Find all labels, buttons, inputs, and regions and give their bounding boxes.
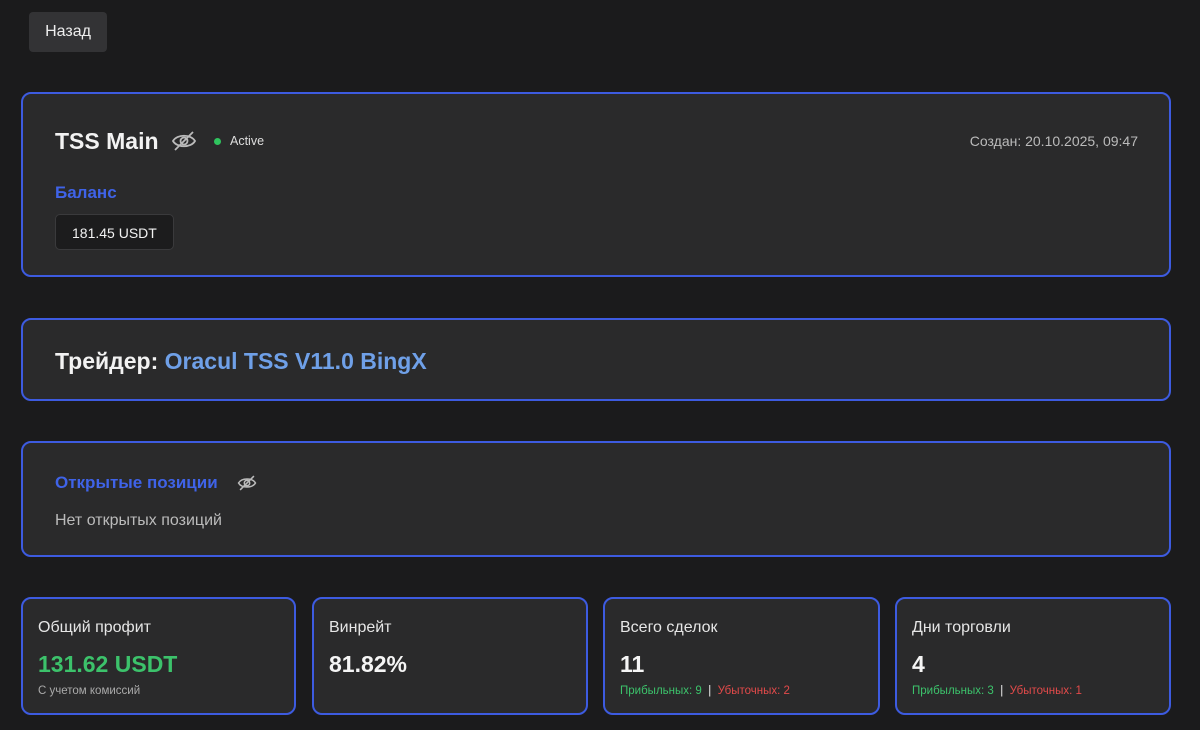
profitable-count: Прибыльных: 9: [620, 685, 702, 697]
stat-breakdown: Прибыльных: 9 | Убыточных: 2: [620, 685, 790, 697]
created-date: Создан: 20.10.2025, 09:47: [969, 133, 1138, 149]
account-card: TSS Main Active Создан: 20.10.2025, 09:4…: [21, 92, 1171, 277]
positions-title: Открытые позиции: [55, 473, 218, 492]
losing-count: Убыточных: 1: [1009, 685, 1082, 697]
trader-card: Трейдер: Oracul TSS V11.0 BingX: [21, 318, 1171, 401]
losing-count: Убыточных: 2: [717, 685, 790, 697]
stat-card: Винрейт 81.82%: [312, 597, 588, 715]
trader-label: Трейдер:: [55, 348, 159, 374]
stat-label: Винрейт: [329, 619, 392, 636]
profitable-count: Прибыльных: 3: [912, 685, 994, 697]
stat-label: Общий профит: [38, 619, 151, 636]
positions-card: Открытые позиции Нет открытых позиций: [21, 441, 1171, 557]
stat-value: 131.62 USDT: [38, 651, 178, 677]
stat-label: Дни торговли: [912, 619, 1011, 636]
visibility-toggle[interactable]: [171, 129, 197, 153]
positions-empty: Нет открытых позиций: [55, 512, 222, 529]
visibility-toggle[interactable]: [237, 473, 257, 493]
balance-value: 181.45 USDT: [55, 214, 174, 250]
separator: |: [1000, 685, 1004, 697]
stat-value: 11: [620, 651, 645, 677]
stat-breakdown: Прибыльных: 3 | Убыточных: 1: [912, 685, 1082, 697]
stat-note: С учетом комиссий: [38, 685, 141, 697]
trader-line: Трейдер: Oracul TSS V11.0 BingX: [55, 348, 427, 375]
stat-card: Всего сделок 11 Прибыльных: 9 | Убыточны…: [603, 597, 880, 715]
status: Active: [230, 134, 265, 148]
back-button[interactable]: Назад: [29, 12, 107, 52]
stat-value: 81.82%: [329, 651, 408, 677]
stat-label: Всего сделок: [620, 619, 718, 636]
stat-value: 4: [912, 651, 925, 677]
separator: |: [708, 685, 712, 697]
status-dot: [214, 138, 221, 145]
balance-label: Баланс: [55, 183, 117, 202]
account-name: TSS Main: [55, 128, 159, 154]
stat-card: Дни торговли 4 Прибыльных: 3 | Убыточных…: [895, 597, 1171, 715]
stat-card: Общий профит 131.62 USDT С учетом комисс…: [21, 597, 296, 715]
trader-name: Oracul TSS V11.0 BingX: [164, 348, 427, 374]
